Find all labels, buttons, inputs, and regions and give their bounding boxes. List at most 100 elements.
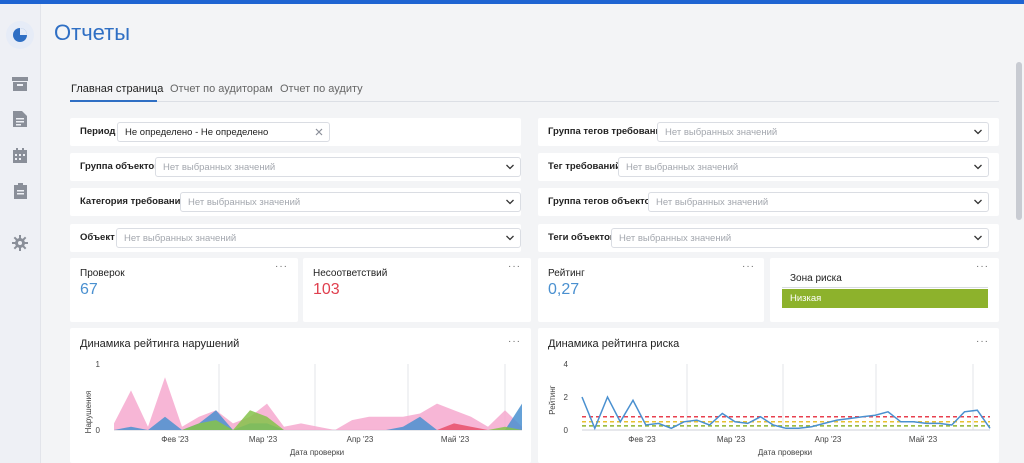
object-tags-select[interactable]: Нет выбранных значений [611, 228, 989, 248]
active-tab-indicator [70, 100, 157, 102]
nonconformities-value: 103 [313, 281, 340, 298]
scrollbar[interactable] [1014, 62, 1024, 463]
x-tick-label: Май '23 [909, 435, 938, 444]
area-series [114, 377, 522, 430]
chevron-down-icon [974, 199, 982, 205]
chevron-down-icon [974, 129, 982, 135]
top-accent-bar [0, 0, 1024, 4]
more-menu-icon[interactable]: ··· [742, 261, 755, 272]
filter-object: Объект Нет выбранных значений [70, 224, 521, 252]
checks-label: Проверок [80, 268, 125, 279]
requirement-tag-group-placeholder: Нет выбранных значений [665, 127, 778, 138]
checks-value: 67 [80, 281, 98, 298]
x-tick-label: Фев '23 [628, 435, 656, 444]
y-tick-label: 1 [96, 360, 101, 369]
area-series [114, 423, 522, 430]
clipboard-icon [13, 183, 27, 199]
chevron-down-icon [974, 164, 982, 170]
document-icon [13, 111, 27, 127]
requirement-tag-select[interactable]: Нет выбранных значений [618, 157, 989, 177]
sidebar-item-checklists[interactable] [10, 181, 30, 201]
filter-requirement-tag-group-label: Группа тегов требований [548, 126, 668, 137]
more-menu-icon[interactable]: ··· [508, 336, 521, 347]
sidebar-item-settings[interactable] [10, 233, 30, 253]
tab-auditors-report[interactable]: Отчет по аудиторам [170, 83, 273, 95]
scrollbar-thumb[interactable] [1016, 62, 1022, 220]
stat-card-nonconformities: Несоответствий 103 ··· [303, 258, 531, 322]
filter-object-tags: Теги объектов Нет выбранных значений [538, 224, 999, 252]
tab-bar: Главная страница Отчет по аудиторам Отче… [70, 80, 999, 102]
requirement-category-placeholder: Нет выбранных значений [188, 197, 301, 208]
archive-icon [12, 77, 28, 91]
requirement-tag-group-select[interactable]: Нет выбранных значений [657, 122, 989, 142]
chart-title: Динамика рейтинга нарушений [80, 338, 240, 350]
filter-period: Период Не определено - Не определено [70, 118, 521, 146]
chart-card-violations: Динамика рейтинга нарушений ··· Нарушени… [70, 328, 531, 463]
filter-requirement-tag-group: Группа тегов требований Нет выбранных зн… [538, 118, 999, 146]
period-input[interactable]: Не определено - Не определено [117, 122, 330, 142]
more-menu-icon[interactable]: ··· [976, 336, 989, 347]
filter-object-label: Объект [80, 232, 115, 243]
clear-icon[interactable] [314, 127, 324, 137]
chevron-down-icon [506, 235, 514, 241]
sidebar-item-documents[interactable] [10, 109, 30, 129]
object-group-placeholder: Нет выбранных значений [163, 162, 276, 173]
filter-object-tag-group: Группа тегов объектов Нет выбранных знач… [538, 188, 999, 216]
more-menu-icon[interactable]: ··· [508, 261, 521, 272]
filter-object-tags-label: Теги объектов [548, 232, 616, 243]
y-axis-label: Нарушения [84, 391, 93, 434]
risk-zone-value: Низкая [790, 293, 822, 304]
x-tick-label: Мар '23 [249, 435, 278, 444]
x-tick-label: Апр '23 [347, 435, 374, 444]
rating-label: Рейтинг [548, 268, 585, 279]
more-menu-icon[interactable]: ··· [275, 261, 288, 272]
y-axis-label: Рейтинг [548, 385, 557, 414]
filter-requirement-category-label: Категория требований [80, 196, 187, 207]
y-tick-label: 0 [96, 426, 101, 435]
chart-title: Динамика рейтинга риска [548, 338, 680, 350]
requirement-category-select[interactable]: Нет выбранных значений [180, 192, 521, 212]
y-tick-label: 4 [564, 360, 569, 369]
risk-zone-value-row: Низкая [782, 289, 988, 308]
chevron-down-icon [506, 164, 514, 170]
stat-card-checks: Проверок 67 ··· [70, 258, 298, 322]
object-group-select[interactable]: Нет выбранных значений [155, 157, 521, 177]
violations-area-chart: Нарушения 1 0 Фев '23 Мар '23 Апр '23 Ма… [84, 360, 522, 457]
filter-requirement-tag-label: Тег требований [548, 161, 621, 172]
object-tag-group-placeholder: Нет выбранных значений [656, 197, 769, 208]
risk-zone-list: Зона риска Низкая [782, 268, 988, 308]
object-tags-placeholder: Нет выбранных значений [619, 233, 732, 244]
x-tick-label: Апр '23 [815, 435, 842, 444]
filter-object-tag-group-label: Группа тегов объектов [548, 196, 657, 207]
filter-requirement-category: Категория требований Нет выбранных значе… [70, 188, 521, 216]
object-select[interactable]: Нет выбранных значений [116, 228, 521, 248]
y-tick-label: 2 [564, 393, 569, 402]
area-series [114, 410, 522, 430]
object-placeholder: Нет выбранных значений [124, 233, 237, 244]
stat-card-rating: Рейтинг 0,27 ··· [538, 258, 764, 322]
sidebar-item-reports[interactable] [6, 21, 34, 49]
filter-object-group: Группа объектов Нет выбранных значений [70, 153, 521, 181]
pie-chart-icon [13, 28, 27, 42]
nonconformities-label: Несоответствий [313, 268, 388, 279]
page-title: Отчеты [54, 20, 131, 45]
sidebar [0, 4, 41, 463]
tab-audit-report[interactable]: Отчет по аудиту [280, 83, 363, 95]
gear-icon [12, 235, 28, 251]
chevron-down-icon [506, 199, 514, 205]
sidebar-item-archive[interactable] [10, 74, 30, 94]
sidebar-item-calendar[interactable] [10, 145, 30, 165]
x-axis-label: Дата проверки [290, 448, 344, 457]
risk-zone-label: Зона риска [790, 273, 842, 284]
y-tick-label: 0 [564, 426, 569, 435]
filter-requirement-tag: Тег требований Нет выбранных значений [538, 153, 999, 181]
object-tag-group-select[interactable]: Нет выбранных значений [648, 192, 989, 212]
calendar-icon [13, 147, 27, 163]
tab-main-page[interactable]: Главная страница [71, 83, 164, 95]
x-tick-label: Май '23 [441, 435, 470, 444]
x-tick-label: Фев '23 [161, 435, 189, 444]
requirement-tag-placeholder: Нет выбранных значений [626, 162, 739, 173]
more-menu-icon[interactable]: ··· [976, 261, 989, 272]
x-tick-label: Мар '23 [717, 435, 746, 444]
chart-card-risk: Динамика рейтинга риска ··· Рейтинг 4 2 … [538, 328, 999, 463]
